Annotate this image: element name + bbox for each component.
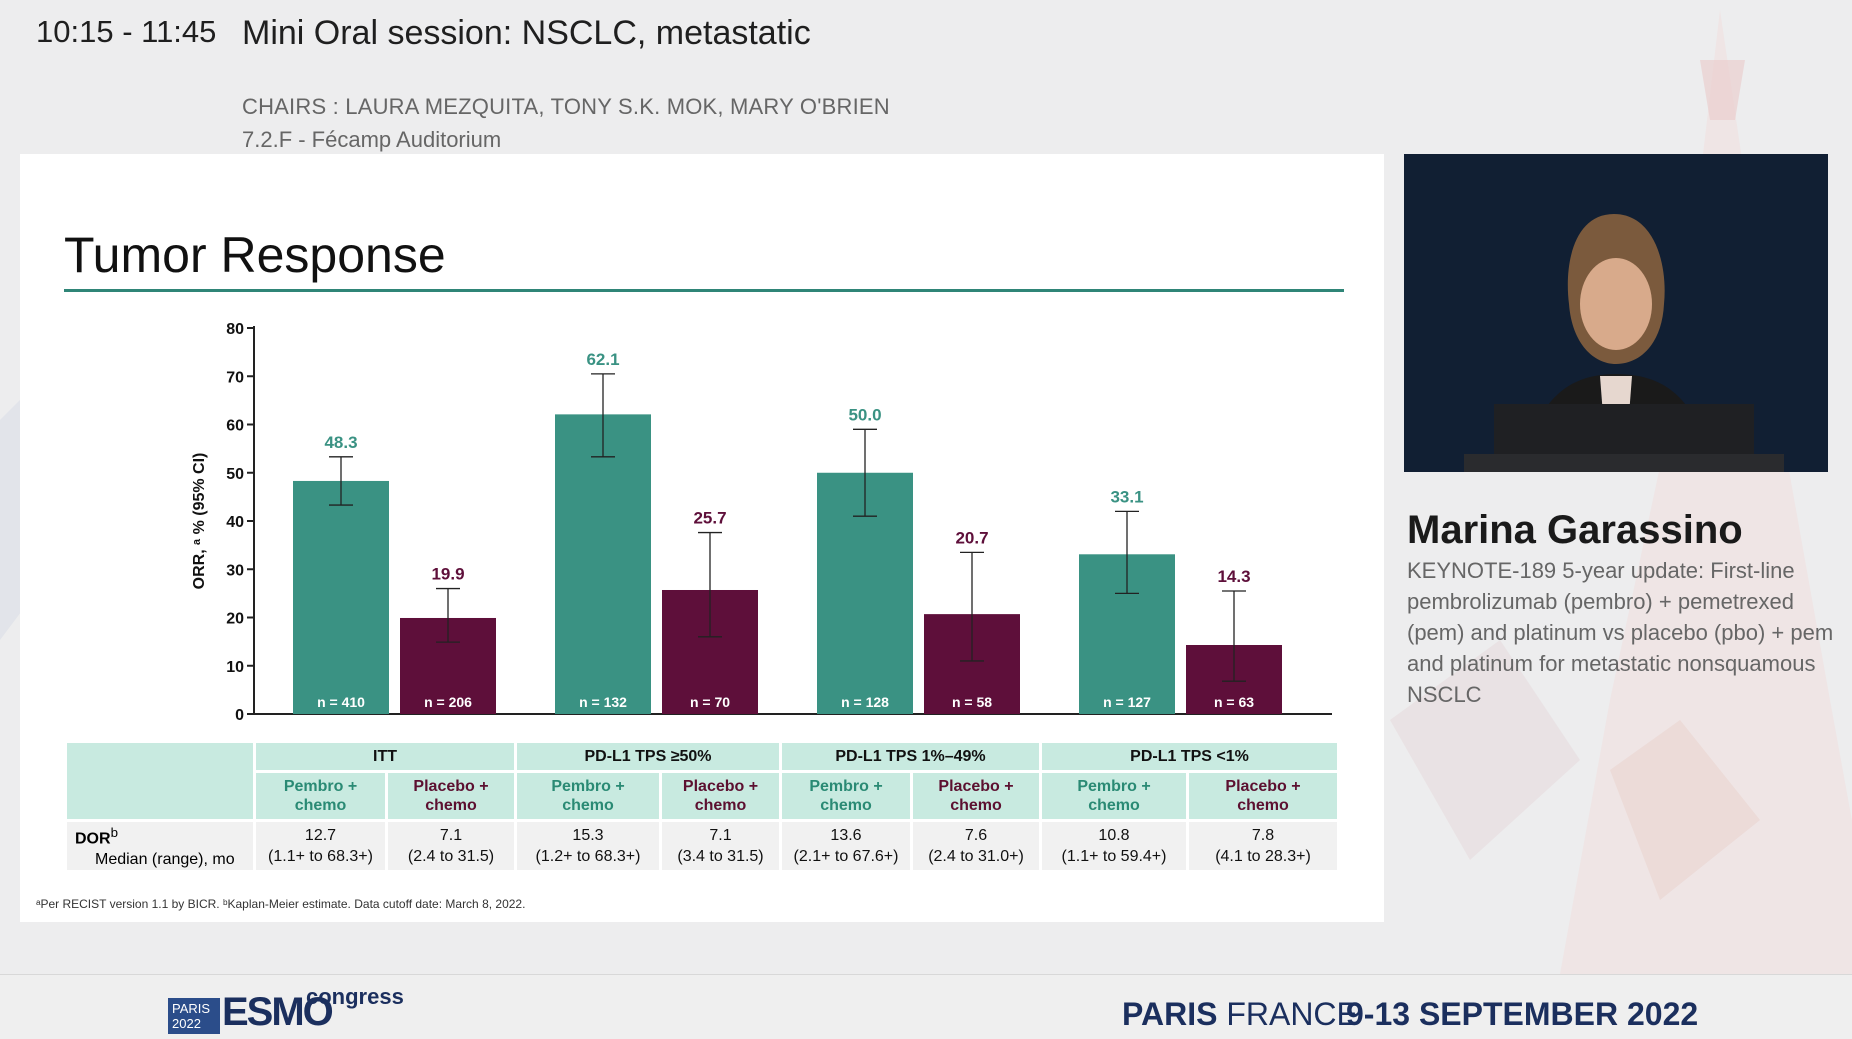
table-cell: 7.1 (2.4 to 31.5) xyxy=(388,822,514,871)
y-tick-label: 20 xyxy=(226,611,244,628)
subheader-placebo: Placebo + chemo xyxy=(662,773,779,819)
data-label: 50.0 xyxy=(848,405,881,424)
data-label: 19.9 xyxy=(431,565,464,584)
session-time: 10:15 - 11:45 xyxy=(36,14,217,49)
data-label: 62.1 xyxy=(586,350,619,369)
table-subheader-row: Pembro + chemo Placebo + chemo Pembro + che… xyxy=(67,773,1337,819)
bar-n-label: n = 206 xyxy=(424,694,472,710)
bar-n-label: n = 58 xyxy=(952,694,992,710)
table-header-row: ITT PD-L1 TPS ≥50% PD-L1 TPS 1%–49% PD-L… xyxy=(67,743,1337,819)
speaker-video-frame xyxy=(1404,154,1828,472)
data-label: 14.3 xyxy=(1217,567,1250,586)
y-tick-label: 40 xyxy=(226,514,244,531)
y-axis-label: ORR, ᵃ % (95% CI) xyxy=(191,453,208,590)
session-title: Mini Oral session: NSCLC, metastatic xyxy=(242,14,811,52)
y-tick-label: 30 xyxy=(226,562,244,579)
subheader-placebo: Placebo + chemo xyxy=(1189,773,1337,819)
dor-table: ITT PD-L1 TPS ≥50% PD-L1 TPS 1%–49% PD-L… xyxy=(64,740,1340,873)
y-tick-label: 50 xyxy=(226,466,244,483)
session-chairs: CHAIRS : LAURA MEZQUITA, TONY S.K. MOK, … xyxy=(242,94,890,119)
row-label-dor: DORb Median (range), mo xyxy=(67,822,253,871)
y-tick-label: 80 xyxy=(226,321,244,338)
data-label: 48.3 xyxy=(324,433,357,452)
tumor-response-chart: 0 10 20 30 40 50 60 70 80 ORR, ᵃ % (95% CI) 48.3 n… xyxy=(191,321,1332,724)
bar-n-label: n = 63 xyxy=(1214,694,1254,710)
bar-n-label: n = 410 xyxy=(317,694,365,710)
table-cell: 7.6 (2.4 to 31.0+) xyxy=(913,822,1039,871)
y-tick-label: 60 xyxy=(226,418,244,435)
slide-footnote: ᵃPer RECIST version 1.1 by BICR. ᵇKaplan… xyxy=(36,897,526,911)
title-divider xyxy=(64,289,1344,292)
bar-n-label: n = 128 xyxy=(841,694,889,710)
talk-title: KEYNOTE-189 5-year update: First-line pe… xyxy=(1407,558,1834,707)
group-header-itt: ITT xyxy=(256,743,514,770)
data-label: 25.7 xyxy=(693,509,726,528)
speaker-name: Marina Garassino xyxy=(1407,508,1743,552)
table-row-dor: DORb Median (range), mo 12.7 (1.1+ to 68.… xyxy=(67,822,1337,871)
subheader-placebo: Placebo + chemo xyxy=(913,773,1039,819)
group-header-tps1-49: PD-L1 TPS 1%–49% xyxy=(782,743,1039,770)
table-cell: 15.3 (1.2+ to 68.3+) xyxy=(517,822,659,871)
group-header-tps50: PD-L1 TPS ≥50% xyxy=(517,743,779,770)
subheader-pembro: Pembro + chemo xyxy=(1042,773,1186,819)
esmo-congress-logo-text: congress xyxy=(306,984,404,1009)
bar xyxy=(555,414,651,714)
subheader-pembro: Pembro + chemo xyxy=(517,773,659,819)
bar-n-label: n = 132 xyxy=(579,694,627,710)
y-tick-label: 0 xyxy=(235,707,244,724)
y-tick-label: 70 xyxy=(226,369,244,386)
table-corner xyxy=(67,743,253,819)
table-cell: 12.7 (1.1+ to 68.3+) xyxy=(256,822,385,871)
footer-location: PARIS FRANCE xyxy=(1122,996,1358,1032)
session-room: 7.2.F - Fécamp Auditorium xyxy=(242,127,502,152)
table-cell: 13.6 (2.1+ to 67.6+) xyxy=(782,822,910,871)
esmo-paris-logo-badge: PARIS 2022 xyxy=(168,998,220,1034)
subheader-pembro: Pembro + chemo xyxy=(256,773,385,819)
footer-dates: 9-13 SEPTEMBER 2022 xyxy=(1346,996,1699,1032)
table-cell: 10.8 (1.1+ to 59.4+) xyxy=(1042,822,1186,871)
subheader-placebo: Placebo + chemo xyxy=(388,773,514,819)
bar-n-label: n = 127 xyxy=(1103,694,1151,710)
y-tick-label: 10 xyxy=(226,659,244,676)
bar-n-label: n = 70 xyxy=(690,694,730,710)
footer-bar xyxy=(0,974,1852,1039)
subheader-pembro: Pembro + chemo xyxy=(782,773,910,819)
presentation-slide: Tumor Response 0 10 20 30 40 50 60 70 80 ORR, ᵃ %… xyxy=(20,154,1384,922)
speaker-video xyxy=(1404,154,1828,472)
data-label: 33.1 xyxy=(1110,487,1143,506)
group-header-tps-lt1: PD-L1 TPS <1% xyxy=(1042,743,1337,770)
table-cell: 7.1 (3.4 to 31.5) xyxy=(662,822,779,871)
esmo-logo: ESMO xyxy=(222,990,334,1034)
table-cell: 7.8 (4.1 to 28.3+) xyxy=(1189,822,1337,871)
data-label: 20.7 xyxy=(955,528,988,547)
bar xyxy=(293,480,389,714)
slide-title: Tumor Response xyxy=(64,227,446,283)
